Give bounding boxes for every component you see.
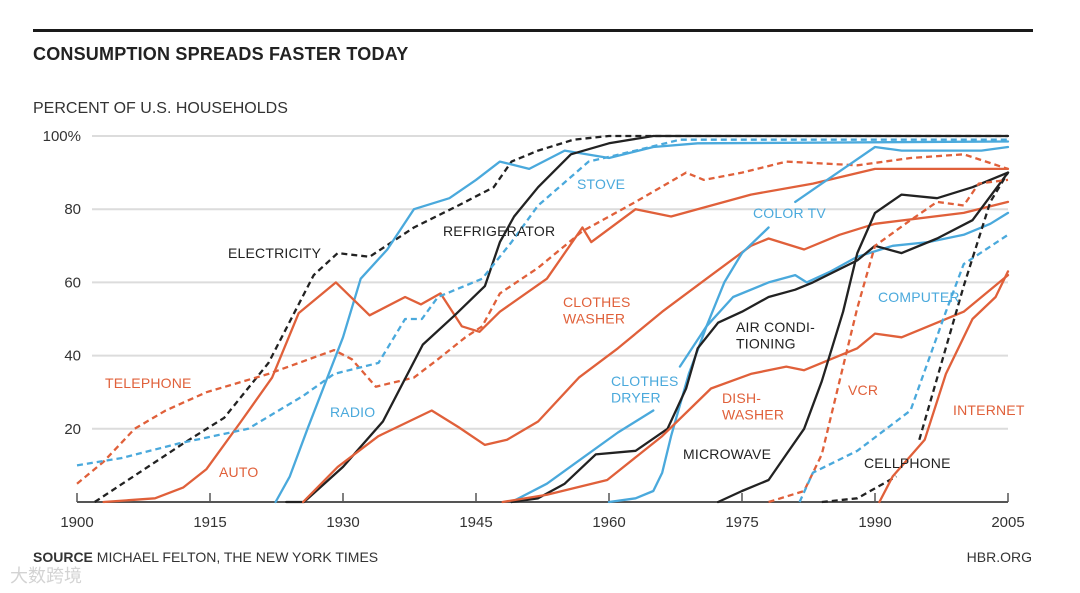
series-label-clothes-dryer: CLOTHES [611, 373, 679, 389]
series-line-vcr [768, 178, 1009, 504]
series-line-cellphone [821, 172, 1009, 504]
x-tick-label: 1945 [459, 514, 492, 531]
series-line-microwave [716, 171, 1010, 504]
series-line-clothes-washer [301, 200, 1010, 504]
series-line-internet [878, 270, 1010, 504]
site-credit: HBR.ORG [966, 549, 1032, 565]
x-tick-label: 1915 [193, 514, 226, 531]
series-line-color-tv [607, 145, 1010, 504]
x-tick-label: 1930 [326, 514, 359, 531]
y-tick-label: 20 [64, 421, 81, 438]
source-text: MICHAEL FELTON, THE NEW YORK TIMES [96, 549, 379, 565]
series-line-auto [102, 167, 1010, 504]
x-tick-label: 1990 [858, 514, 891, 531]
series-label-stove: STOVE [577, 176, 625, 192]
watermark-logo: 大数跨境 [10, 566, 82, 586]
series-label-dishwasher: WASHER [722, 407, 784, 423]
top-rule [33, 29, 1033, 32]
series-label-refrigerator: REFRIGERATOR [443, 223, 555, 239]
y-axis-title: PERCENT OF U.S. HOUSEHOLDS [33, 100, 288, 117]
x-tick-label: 1900 [60, 514, 93, 531]
series-label-telephone: TELEPHONE [105, 375, 192, 391]
source-note: SOURCE MICHAEL FELTON, THE NEW YORK TIME… [33, 549, 378, 565]
series-line-electricity [94, 134, 1008, 503]
series-label-clothes-dryer: DRYER [611, 390, 661, 406]
y-tick-label: 40 [64, 348, 81, 365]
y-tick-label: 80 [64, 201, 81, 218]
series-label-clothes-washer: CLOTHES [563, 294, 631, 310]
x-tick-label: 2005 [991, 514, 1024, 531]
series-line-dishwasher [501, 273, 1010, 504]
series-label-clothes-washer: WASHER [563, 311, 625, 327]
series-line-refrigerator [285, 134, 1010, 504]
series-line-clothes-dryer [510, 211, 1010, 504]
x-tick-label: 1960 [592, 514, 625, 531]
series-label-vcr: VCR [848, 382, 878, 398]
series-label-computer: COMPUTER [878, 289, 960, 305]
series-label-microwave: MICROWAVE [683, 446, 771, 462]
series-label-radio: RADIO [330, 404, 375, 420]
series-label-internet: INTERNET [953, 402, 1025, 418]
series-label-dishwasher: DISH- [722, 390, 761, 406]
series-label-auto: AUTO [219, 464, 258, 480]
series-label-air-conditioning: AIR CONDI- [736, 319, 815, 335]
series-label-electricity: ELECTRICITY [228, 245, 322, 261]
chart-title: CONSUMPTION SPREADS FASTER TODAY [33, 44, 409, 64]
y-tick-label: 100% [43, 128, 81, 145]
series-line-radio [274, 140, 1010, 504]
source-label: SOURCE [33, 549, 93, 565]
series-label-color-tv: COLOR TV [753, 205, 826, 221]
x-tick-label: 1975 [725, 514, 758, 531]
series-label-air-conditioning: TIONING [736, 336, 796, 352]
series-line-air-conditioning [510, 171, 1010, 504]
series-line-telephone [76, 153, 1009, 485]
series-line-computer [798, 233, 1009, 503]
y-tick-label: 60 [64, 274, 81, 291]
series-label-cellphone: CELLPHONE [864, 455, 951, 471]
series-line-stove [76, 138, 1008, 467]
